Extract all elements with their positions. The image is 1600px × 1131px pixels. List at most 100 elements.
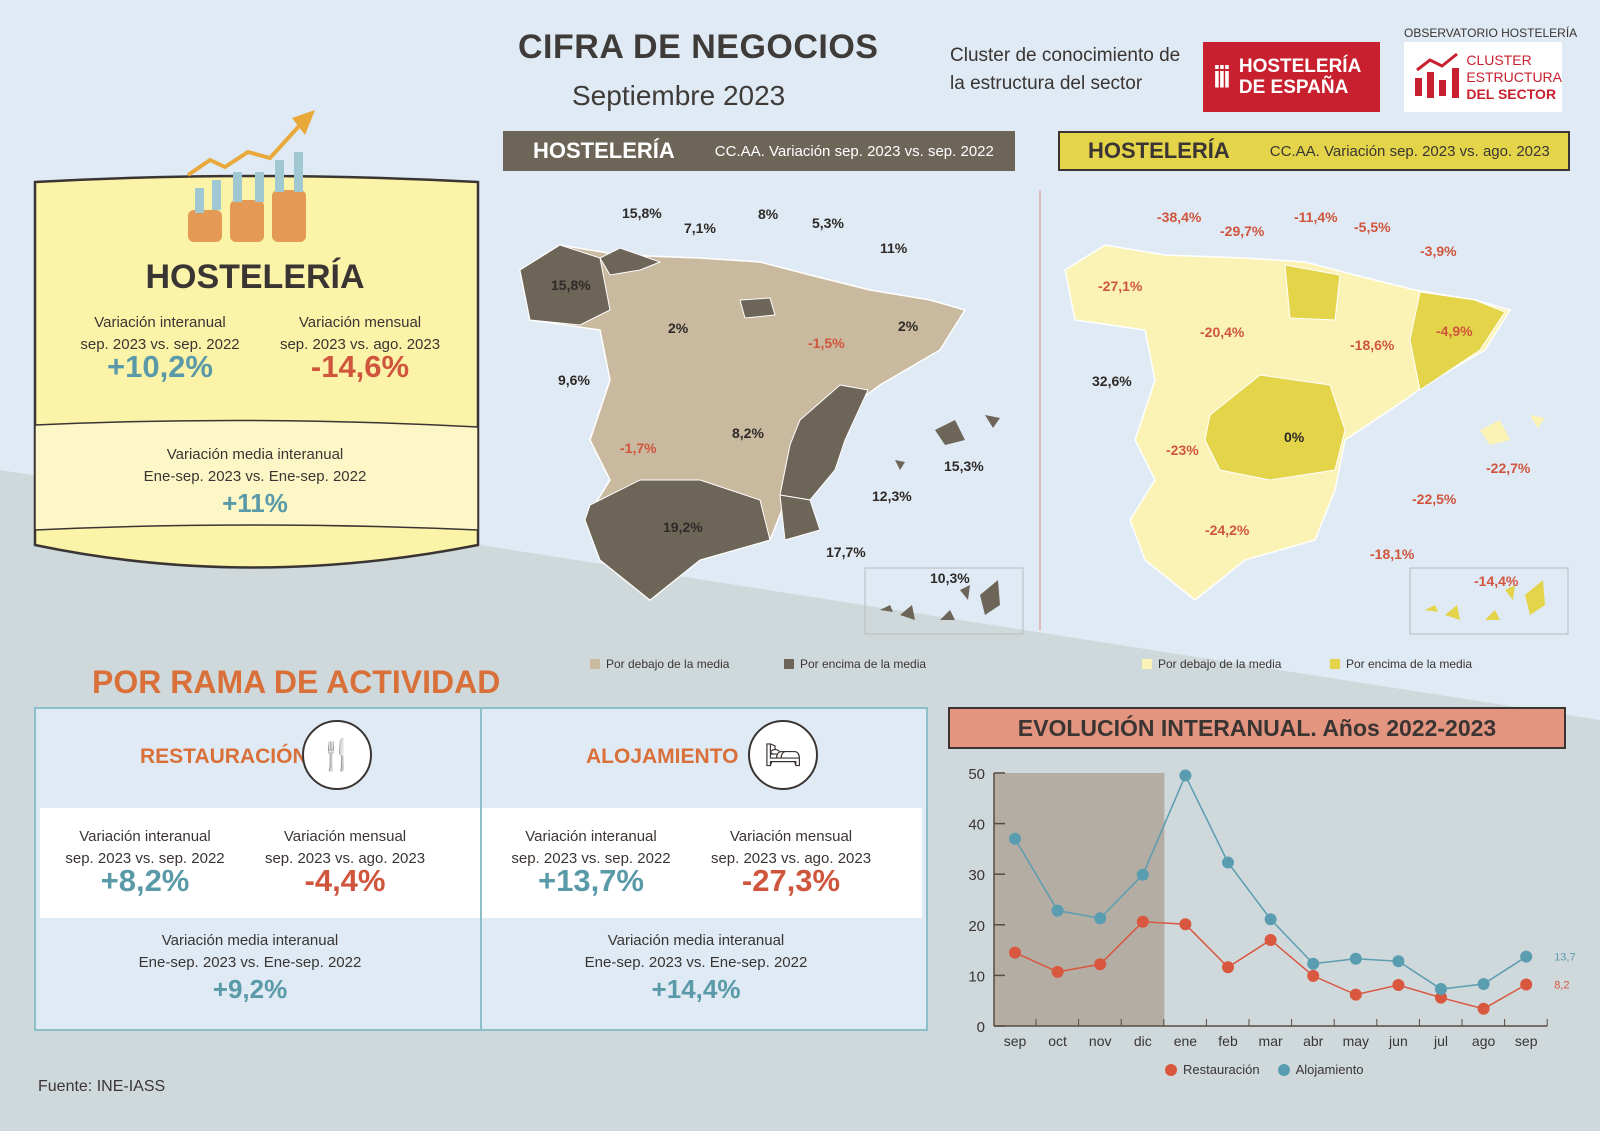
map-mom-legend-above: Por encima de la media: [1330, 657, 1472, 671]
end-label: 8,2: [1554, 980, 1569, 992]
region-label: 15,8%: [622, 205, 662, 221]
y-tick-label: 20: [968, 918, 985, 935]
label: sep. 2023 vs. ago. 2023: [710, 850, 872, 867]
x-tick-label: nov: [1089, 1033, 1112, 1049]
label: Variación interanual: [79, 828, 211, 845]
region-label: -1,5%: [808, 335, 845, 351]
label: Variación media interanual: [607, 932, 785, 949]
legend-label: Por encima de la media: [1346, 657, 1473, 671]
region-label: 2%: [668, 320, 689, 336]
data-point-restauración: [1051, 965, 1064, 978]
summary-media-value: +11%: [222, 488, 288, 518]
data-point-alojamiento: [1349, 952, 1362, 965]
summary-interanual-value: +10,2%: [106, 349, 213, 384]
x-tick-label: ago: [1472, 1033, 1496, 1049]
x-tick-label: may: [1343, 1033, 1369, 1049]
legend-label-alojamiento: Alojamiento: [1295, 1062, 1364, 1077]
y-tick-label: 40: [968, 817, 985, 834]
rama-mensual-value: -27,3%: [741, 863, 841, 898]
region-label: -5,5%: [1354, 219, 1391, 235]
region-label: 15,3%: [944, 458, 984, 474]
region-label: -1,7%: [620, 440, 657, 456]
data-point-restauración: [1349, 988, 1362, 1001]
x-tick-label: ene: [1174, 1033, 1198, 1049]
label: Variación mensual: [283, 828, 407, 845]
legend-dot-alojamiento: [1277, 1063, 1290, 1076]
region-label: 9,6%: [558, 372, 590, 388]
logo-text-1: HOSTELERÍA: [1238, 56, 1362, 77]
data-point-alojamiento: [1179, 769, 1192, 782]
data-point-restauración: [1009, 946, 1021, 959]
legend-swatch: [1142, 659, 1152, 669]
region-label: 0%: [1284, 429, 1305, 445]
region-label: 5,3%: [812, 215, 844, 231]
map-mom-subtitle: CC.AA. Variación sep. 2023 vs. ago. 2023: [1269, 142, 1550, 160]
page-title: CIFRA DE NEGOCIOS: [518, 28, 879, 66]
region-label: 2%: [898, 318, 919, 334]
rama-mensual: Variación mensual sep. 2023 vs. ago. 2023…: [240, 826, 450, 896]
data-point-alojamiento: [1009, 832, 1021, 845]
cluster-text-2: ESTRUCTURA: [1466, 68, 1562, 85]
region-label: -29,7%: [1220, 223, 1265, 239]
label: Variación media interanual: [161, 932, 339, 949]
region-label: -14,4%: [1474, 573, 1519, 589]
region-label: -22,5%: [1412, 491, 1457, 507]
hotel-bed-icon: 🛏: [748, 720, 818, 790]
summary-mensual: Variación mensual sep. 2023 vs. ago. 2023…: [260, 312, 460, 382]
region-label: -38,4%: [1157, 209, 1202, 225]
cluster-text-1: CLUSTER: [1466, 51, 1532, 68]
rama-media-value: +14,4%: [651, 974, 741, 1004]
legend-label: Por debajo de la media: [1158, 657, 1282, 671]
summary-media: Variación media interanual Ene-sep. 2023 …: [35, 444, 475, 518]
data-point-restauración: [1477, 1002, 1490, 1015]
page-subtitle: Septiembre 2023: [572, 80, 786, 111]
legend-dot-restauracion: [1165, 1063, 1177, 1076]
region-label: -22,7%: [1486, 460, 1531, 476]
label: sep. 2023 vs. sep. 2022: [65, 850, 225, 867]
data-point-restauración: [1307, 969, 1320, 982]
data-point-alojamiento: [1520, 950, 1533, 963]
map-yoy-legend-above: Por encima de la media: [784, 657, 926, 671]
region-label: -3,9%: [1420, 243, 1457, 259]
summary-title: HOSTELERÍA: [145, 258, 365, 296]
chart-legend: Restauración Alojamiento: [1165, 1062, 1364, 1077]
data-point-alojamiento: [1392, 955, 1405, 968]
map-yoy-legend-below: Por debajo de la media: [590, 657, 729, 671]
label: Ene-sep. 2023 vs. Ene-sep. 2022: [143, 468, 367, 485]
tagline: Cluster de conocimiento de la estructura …: [950, 42, 1180, 98]
x-tick-label: sep: [1004, 1033, 1027, 1049]
data-point-alojamiento: [1307, 957, 1320, 970]
summary-interanual: Variación interanual sep. 2023 vs. sep. 2…: [60, 312, 260, 384]
logo-columns-icon: ⅲ: [1213, 61, 1231, 93]
x-tick-label: jun: [1388, 1033, 1408, 1049]
region-label: -27,1%: [1098, 278, 1143, 294]
data-point-alojamiento: [1136, 868, 1149, 881]
region-label: 15,8%: [551, 277, 591, 293]
label: sep. 2023 vs. sep. 2022: [511, 850, 671, 867]
tagline-line-2: la estructura del sector: [950, 73, 1143, 94]
region-label: -4,9%: [1436, 323, 1473, 339]
rama-interanual-value: +8,2%: [100, 863, 190, 898]
hosteleria-espana-logo: ⅲ HOSTELERÍA DE ESPAÑA: [1203, 42, 1380, 112]
x-tick-label: jul: [1433, 1033, 1448, 1049]
rama-interanual: Variación interanual sep. 2023 vs. sep. 2…: [40, 826, 250, 898]
end-label: 13,7: [1554, 952, 1575, 964]
label: Variación interanual: [94, 314, 226, 331]
map-spain-mom: [1064, 244, 1569, 635]
legend-swatch: [1330, 659, 1340, 669]
data-point-alojamiento: [1051, 904, 1064, 917]
region-label: -11,4%: [1294, 209, 1338, 225]
data-point-restauración: [1264, 933, 1277, 946]
label: Ene-sep. 2023 vs. Ene-sep. 2022: [138, 954, 362, 971]
y-tick-label: 0: [977, 1019, 985, 1036]
data-point-restauración: [1222, 961, 1234, 974]
cutlery-coffee-icon: 🍴: [302, 720, 372, 790]
map-mom-title: HOSTELERÍA: [1088, 138, 1230, 163]
region-label: 8,2%: [732, 425, 764, 441]
region-label: -20,4%: [1200, 324, 1245, 340]
y-tick-label: 30: [968, 867, 985, 884]
data-point-alojamiento: [1094, 912, 1107, 925]
coins-growth-icon: [186, 110, 315, 242]
candlestick-chart-icon: [1415, 52, 1459, 98]
shaded-period: [994, 773, 1165, 1026]
